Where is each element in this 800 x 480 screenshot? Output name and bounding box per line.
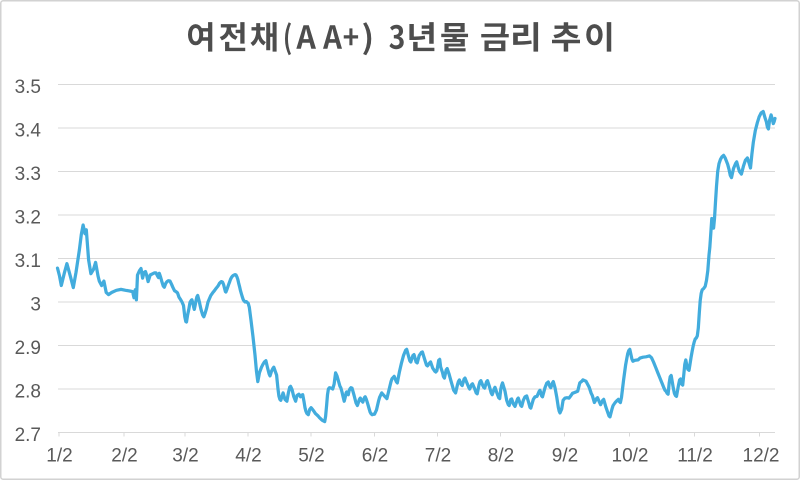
svg-text:2.7: 2.7 <box>15 425 41 446</box>
svg-text:3.1: 3.1 <box>15 251 41 272</box>
svg-text:3/2: 3/2 <box>172 446 198 467</box>
svg-text:1/2: 1/2 <box>46 446 72 467</box>
svg-text:8/2: 8/2 <box>488 446 514 467</box>
svg-text:6/2: 6/2 <box>362 446 388 467</box>
svg-text:3.2: 3.2 <box>15 207 41 228</box>
svg-text:2.8: 2.8 <box>15 381 41 402</box>
svg-text:7/2: 7/2 <box>425 446 451 467</box>
svg-text:2.9: 2.9 <box>15 338 41 359</box>
svg-text:3.3: 3.3 <box>15 164 41 185</box>
svg-text:4/2: 4/2 <box>235 446 261 467</box>
svg-text:5/2: 5/2 <box>298 446 324 467</box>
svg-text:10/2: 10/2 <box>612 446 649 467</box>
svg-text:3.4: 3.4 <box>15 120 42 141</box>
svg-text:2/2: 2/2 <box>111 446 137 467</box>
svg-text:11/2: 11/2 <box>677 446 713 467</box>
svg-text:3: 3 <box>30 294 41 315</box>
svg-text:3.5: 3.5 <box>15 77 41 98</box>
svg-text:9/2: 9/2 <box>552 446 578 467</box>
svg-text:12/2: 12/2 <box>743 446 780 467</box>
